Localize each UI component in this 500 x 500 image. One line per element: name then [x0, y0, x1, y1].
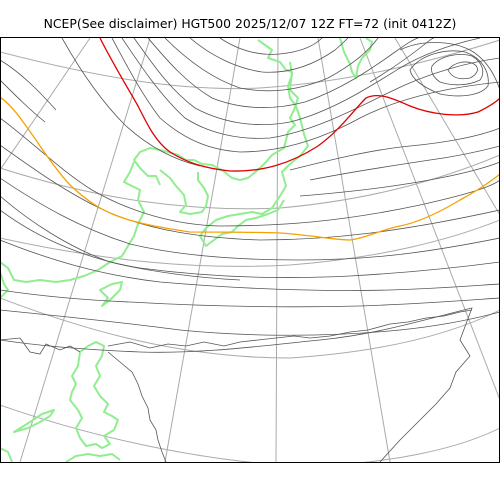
coastline-north	[133, 39, 299, 186]
coastline-east	[199, 61, 309, 247]
height-contour	[61, 38, 201, 167]
parallel-line	[1, 219, 499, 267]
height-contour	[1, 239, 499, 291]
coastline-bay	[159, 169, 209, 215]
contour-5700-red	[99, 38, 499, 172]
height-contour	[147, 38, 419, 108]
coastline-south	[65, 453, 121, 462]
height-contour	[1, 80, 46, 123]
map-title: NCEP(See disclaimer) HGT500 2025/12/07 1…	[43, 16, 457, 31]
height-contour	[1, 178, 499, 261]
height-contour	[107, 309, 473, 349]
coastline-corner	[1, 447, 13, 462]
height-contour	[121, 38, 499, 139]
parallel-line	[1, 297, 499, 359]
height-contour	[309, 145, 499, 181]
graticule-parallels	[1, 39, 499, 462]
map-frame	[0, 37, 500, 463]
meridian-line	[164, 38, 241, 462]
height-contour	[107, 351, 167, 462]
height-contour	[299, 161, 499, 197]
height-contour	[133, 38, 481, 126]
coastline-peninsula	[1, 161, 145, 283]
coastline-southwest	[69, 341, 119, 449]
height-contour	[431, 54, 484, 86]
height-contour	[399, 42, 499, 89]
coastline-west	[1, 271, 9, 299]
height-contour	[447, 61, 478, 80]
meridian-line	[359, 38, 499, 399]
height-contour	[111, 38, 499, 153]
height-contour	[219, 38, 323, 55]
height-contour	[164, 38, 379, 92]
height-contour	[289, 127, 499, 171]
graticule-meridians	[1, 38, 499, 462]
height-contour	[1, 210, 499, 278]
parallel-line	[1, 39, 499, 90]
height-contour	[409, 50, 489, 97]
parallel-line	[1, 154, 499, 210]
meridian-line	[19, 38, 151, 462]
contour-5400-orange	[1, 96, 499, 241]
height-contour	[1, 196, 241, 281]
coastline-island-1	[99, 281, 123, 307]
meridian-line	[1, 38, 91, 170]
height-contours	[1, 38, 499, 462]
height-contour	[189, 38, 349, 73]
height-contour	[1, 337, 81, 355]
meridian-line	[394, 38, 499, 215]
meridian-line	[275, 38, 279, 462]
coastlines	[1, 38, 373, 462]
coastline-island-2	[13, 409, 55, 433]
height-contour	[1, 145, 499, 241]
height-contour	[369, 38, 435, 83]
height-contour	[1, 309, 499, 336]
meridian-line	[317, 38, 391, 462]
height-contour	[1, 289, 499, 308]
height-contour	[1, 118, 499, 227]
parallel-line	[1, 404, 499, 462]
height-contour	[1, 307, 473, 462]
height-contour	[1, 60, 57, 111]
